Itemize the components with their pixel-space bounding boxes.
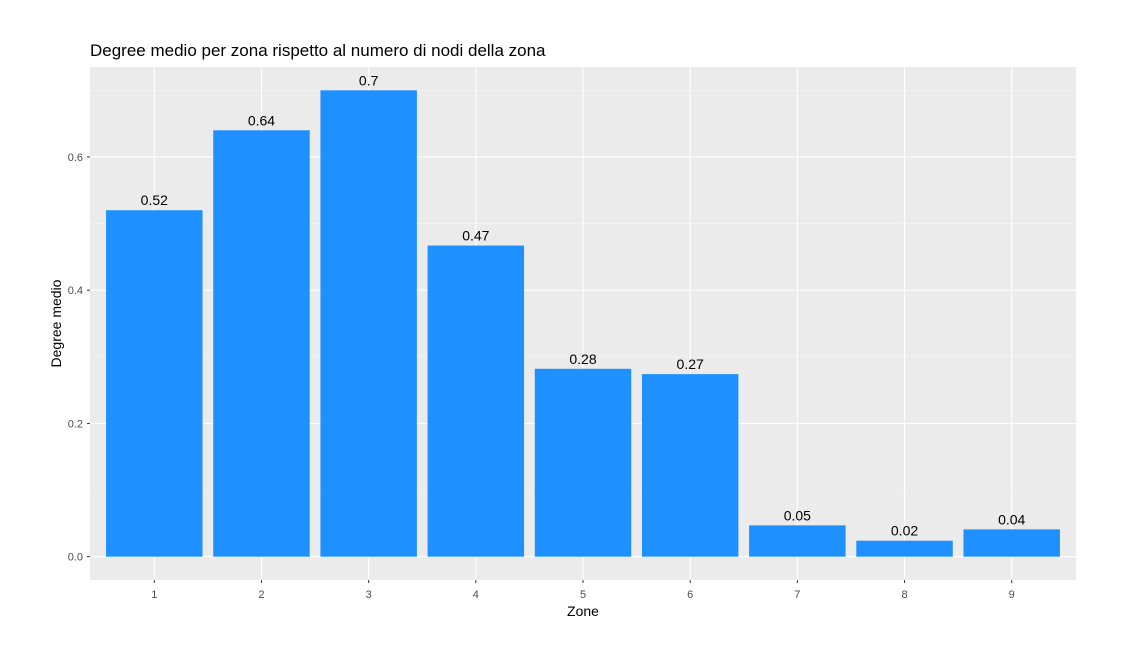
data-label-zone-6: 0.27: [677, 356, 704, 372]
data-label-zone-8: 0.02: [891, 523, 918, 539]
y-tick-label: 0.0: [68, 552, 83, 564]
bar-zone-4: [427, 245, 525, 557]
bar-zone-9: [963, 529, 1060, 557]
data-label-zone-4: 0.47: [462, 228, 489, 244]
data-label-zone-3: 0.7: [359, 72, 379, 88]
x-tick-label: 4: [473, 589, 479, 601]
bar-zone-3: [320, 90, 417, 557]
y-tick-label: 0.2: [68, 418, 83, 430]
data-label-zone-1: 0.52: [141, 192, 168, 208]
x-tick-label: 9: [1009, 589, 1015, 601]
data-labels: 0.52 0.64 0.7 0.47 0.28 0.27 0.05 0.02 0.04: [141, 72, 1026, 538]
x-tick-label: 1: [151, 589, 157, 601]
x-tick-label: 5: [580, 589, 586, 601]
x-tick-label: 7: [794, 589, 800, 601]
bar-zone-7: [749, 525, 846, 557]
bars: [106, 90, 1060, 557]
bar-zone-1: [106, 210, 203, 557]
x-tick-label: 8: [901, 589, 907, 601]
bar-zone-8: [856, 540, 953, 557]
y-axis-title: Degree medio: [48, 279, 64, 367]
y-axis: 0.0 0.2 0.4 0.6: [68, 152, 90, 564]
bar-zone-5: [534, 368, 632, 557]
data-label-zone-5: 0.28: [569, 351, 596, 367]
x-axis: 1 2 3 4 5 6 7 8 9: [151, 580, 1015, 601]
data-label-zone-7: 0.05: [784, 507, 811, 523]
x-tick-label: 2: [258, 589, 264, 601]
x-axis-title: Zone: [567, 603, 599, 619]
x-tick-label: 6: [687, 589, 693, 601]
chart-title: Degree medio per zona rispetto al numero…: [90, 41, 546, 60]
data-label-zone-9: 0.04: [998, 511, 1025, 527]
x-tick-label: 3: [366, 589, 372, 601]
y-tick-label: 0.6: [68, 152, 83, 164]
bar-zone-6: [641, 374, 739, 557]
data-label-zone-2: 0.64: [248, 112, 275, 128]
y-tick-label: 0.4: [68, 285, 83, 297]
bar-zone-2: [213, 130, 310, 557]
